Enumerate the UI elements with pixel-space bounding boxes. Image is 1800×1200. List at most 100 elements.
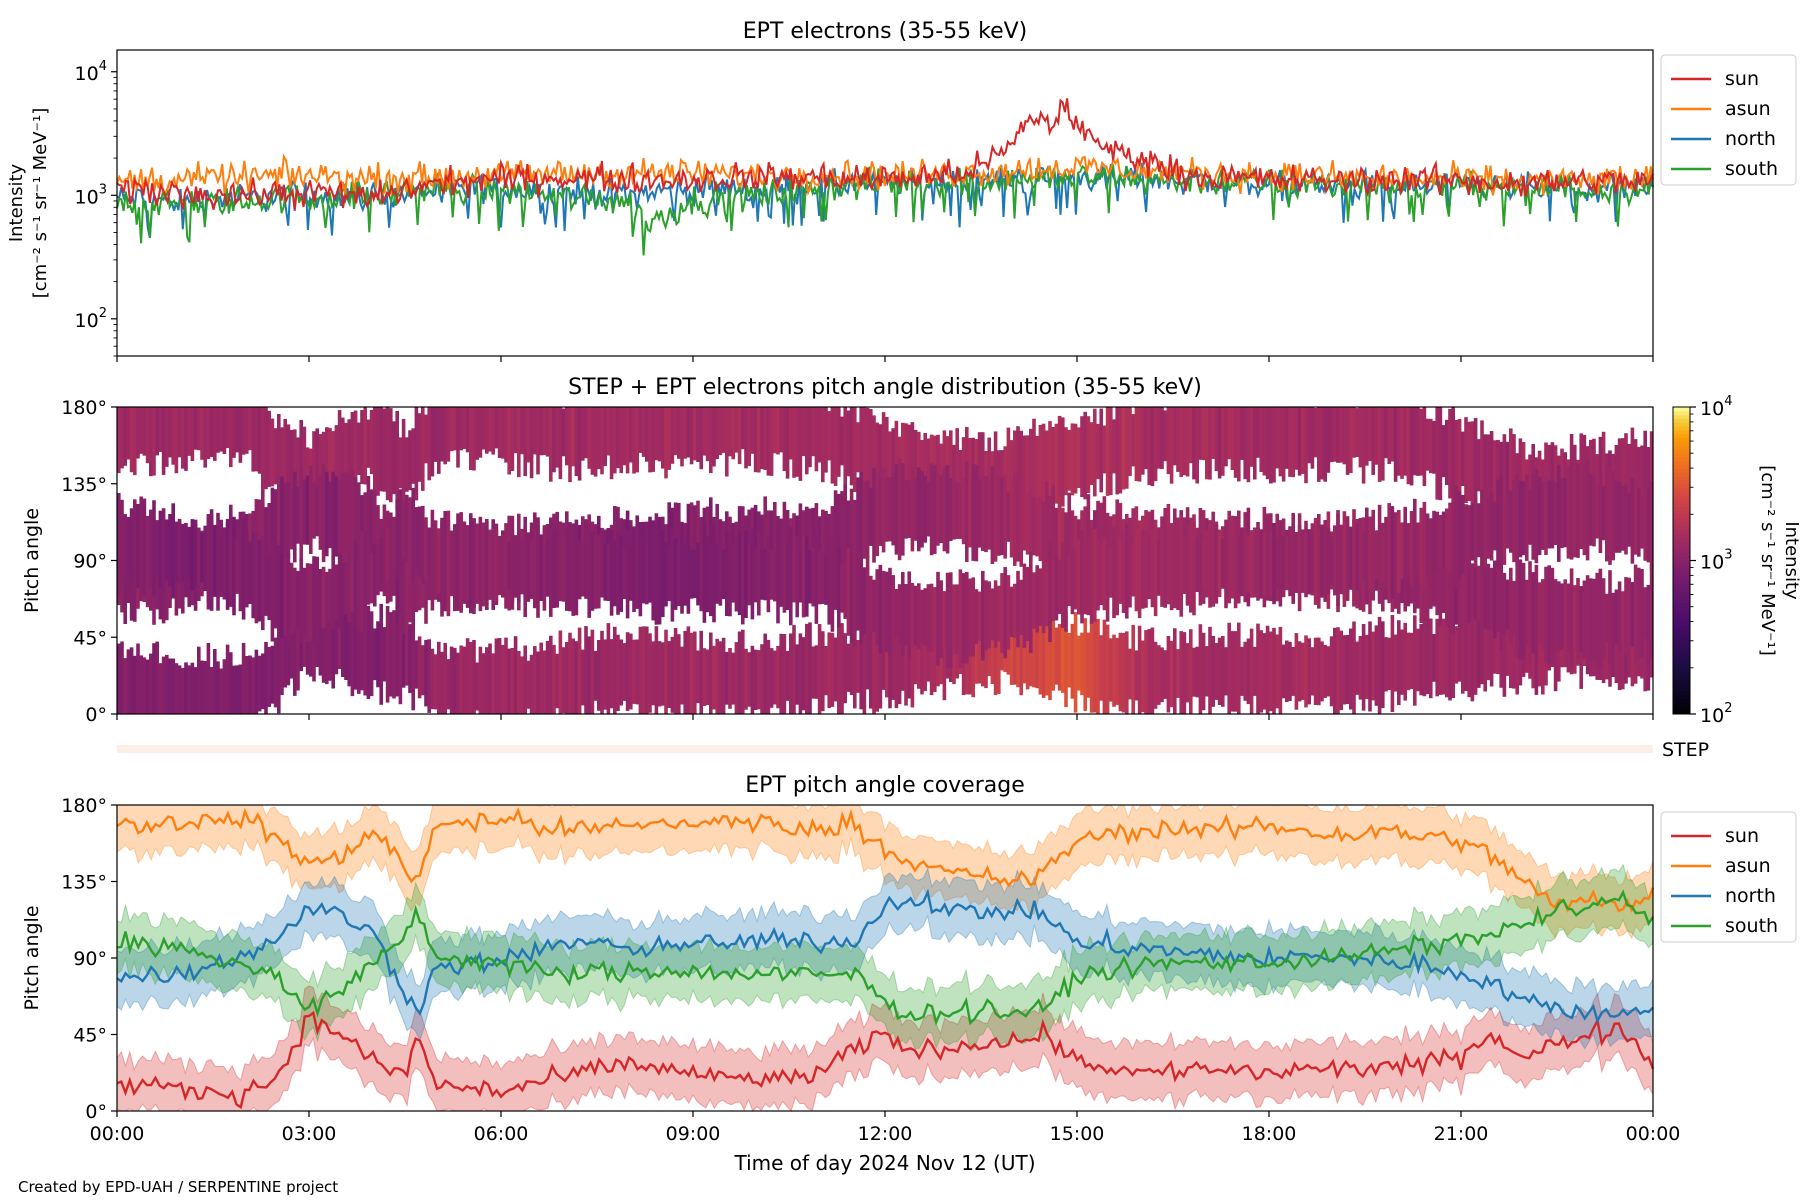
pad-cell-sun (1035, 611, 1039, 689)
pad-cell-asun (1441, 425, 1446, 478)
pad-cell-asun (337, 410, 342, 508)
pad-cell-asun (565, 407, 569, 466)
pad-cell-asun (1048, 421, 1052, 510)
pad-cell-asun (955, 428, 959, 523)
pad-cell-asun (789, 407, 793, 460)
pad-cell-sun (1374, 625, 1379, 706)
pad-cell-south (331, 557, 335, 630)
pad-cell-south (472, 518, 476, 608)
pad-cell-sun (494, 638, 499, 714)
pad-cell-south (161, 508, 166, 592)
pad-cell-north (360, 495, 364, 552)
pad-cell-north (971, 464, 975, 561)
pad-cell-north (1614, 589, 1619, 644)
pad-cell-asun (248, 407, 252, 451)
pad-cell-asun (165, 407, 169, 467)
pad-cell-asun (619, 407, 623, 474)
pad-cell-south (1115, 529, 1119, 616)
pad-cell-sun (1493, 625, 1497, 674)
pad-cell-asun (968, 438, 972, 513)
pad-cell-south (1345, 516, 1350, 601)
pad-cell-sun (1384, 637, 1388, 692)
pad-cell-asun (625, 407, 630, 474)
pad-cell-sun (584, 626, 588, 714)
pad-cell-south (1278, 520, 1283, 607)
pad-cell-north (1531, 572, 1535, 654)
pad-cell-asun (1086, 416, 1091, 494)
pad-cell-south (1137, 520, 1142, 619)
pad-cell-sun (1217, 637, 1222, 705)
colorbar-segment (1673, 437, 1690, 443)
pad-cell-north (277, 474, 281, 577)
pad-cell-asun (312, 431, 316, 515)
pad-cell-asun (779, 407, 783, 453)
pad-cell-south (904, 584, 908, 645)
colorbar-segment (1673, 522, 1690, 527)
pad-cell-asun (513, 407, 518, 454)
pad-cell-north (405, 558, 409, 629)
pad-cell-south (213, 524, 217, 597)
pad-cell-north (325, 471, 329, 557)
pad-cell-sun (776, 645, 780, 709)
pad-cell-asun (363, 407, 367, 485)
pad-cell-south (392, 516, 396, 572)
pad-cell-sun (744, 648, 748, 710)
pad-cell-asun (190, 407, 195, 461)
pad-cell-south (699, 537, 703, 612)
pad-cell-south (1576, 463, 1580, 558)
pad-cell-sun (1115, 637, 1119, 705)
pad-cell-sun (344, 606, 348, 680)
pad-cell-south (1333, 525, 1337, 596)
pad-cell-sun (603, 639, 607, 710)
pad-cell-sun (1128, 648, 1132, 700)
pad-cell-south (1259, 529, 1263, 599)
pad-cell-north (267, 503, 271, 563)
pad-cell-north (1057, 497, 1062, 576)
pad-cell-sun (702, 648, 707, 706)
pad-cell-sun (277, 625, 281, 714)
y-tick-label: 0° (85, 704, 107, 726)
pad-cell-asun (357, 422, 361, 475)
pad-cell-south (1118, 539, 1123, 604)
pad-cell-south (481, 522, 486, 606)
pad-cell-north (769, 510, 774, 582)
pad-cell-north (837, 493, 841, 575)
pad-cell-asun (1000, 450, 1004, 501)
pad-cell-asun (382, 408, 387, 492)
pad-cell-south (1512, 479, 1516, 563)
pad-cell-north (1630, 582, 1635, 647)
pad-cell-asun (561, 408, 566, 457)
pad-cell-asun (1038, 424, 1043, 512)
pad-cell-sun (449, 646, 454, 714)
pad-cell-south (1509, 490, 1513, 553)
pad-cell-sun (750, 645, 755, 714)
pad-cell-north (817, 516, 822, 571)
pad-cell-north (849, 488, 854, 566)
pad-cell-asun (277, 414, 281, 505)
pad-cell-south (654, 523, 659, 625)
pad-cell-north (798, 503, 803, 586)
pad-cell-asun (1243, 407, 1247, 480)
colorbar-segment (1673, 537, 1690, 542)
pad-cell-south (769, 550, 774, 600)
pad-cell-south (1461, 495, 1465, 574)
pad-cell-south (1019, 579, 1023, 635)
pad-cell-asun (491, 407, 495, 455)
pad-cell-sun (478, 646, 483, 714)
pad-cell-north (1512, 580, 1516, 634)
pad-cell-south (411, 487, 415, 583)
pad-cell-sun (923, 617, 927, 692)
pad-cell-asun (385, 407, 390, 501)
colorbar-segment (1673, 637, 1690, 642)
pad-cell-south (984, 580, 988, 651)
pad-cell-sun (1525, 618, 1529, 673)
pad-cell-asun (1051, 427, 1055, 503)
pad-cell-asun (1157, 407, 1161, 469)
pad-cell-south (539, 534, 543, 601)
pad-cell-sun (1141, 640, 1145, 713)
pad-cell-south (1406, 523, 1411, 575)
pad-cell-south (443, 511, 447, 612)
pad-cell-sun (472, 640, 476, 714)
pad-cell-sun (1371, 631, 1375, 701)
pad-cell-asun (997, 450, 1001, 501)
